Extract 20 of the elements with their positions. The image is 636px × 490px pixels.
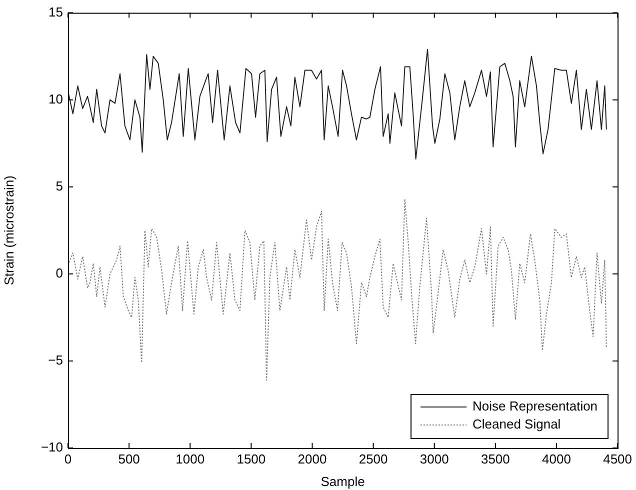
- y-tick-label: −5: [48, 352, 63, 368]
- x-tick-label: 3000: [420, 451, 449, 466]
- legend-label: Cleaned Signal: [472, 416, 561, 432]
- y-tick-label: 10: [48, 91, 63, 106]
- x-tick-label: 1500: [236, 451, 266, 466]
- x-tick-label: 4000: [542, 451, 571, 466]
- x-tick-label: 500: [118, 451, 140, 466]
- x-tick-label: 3500: [480, 451, 510, 466]
- line-series: [68, 198, 607, 381]
- x-tick-label: 2500: [358, 451, 388, 466]
- y-tick-label: 15: [48, 4, 63, 20]
- y-tick-label: 0: [56, 266, 63, 280]
- y-tick-label: 5: [56, 178, 63, 194]
- legend-label: Noise Representation: [472, 398, 598, 414]
- x-tick-label: 1000: [176, 451, 205, 466]
- y-axis-title: Strain (microstrain): [1, 176, 16, 286]
- x-tick-label: 2000: [298, 451, 327, 466]
- y-tick-label: −10: [40, 440, 63, 455]
- x-axis-title: Sample: [320, 474, 365, 489]
- x-tick-label: 4500: [603, 451, 632, 466]
